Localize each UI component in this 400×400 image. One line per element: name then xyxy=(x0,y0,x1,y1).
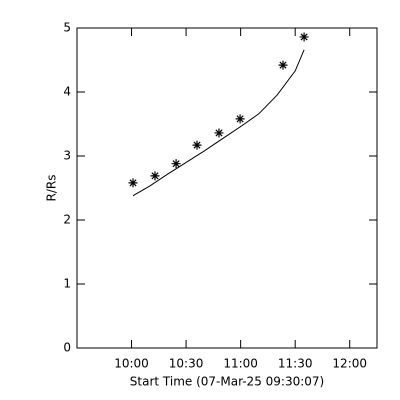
data-point xyxy=(214,128,224,138)
data-point xyxy=(192,140,202,150)
y-tick-label: 3 xyxy=(63,149,71,163)
x-tick-label: 11:00 xyxy=(223,357,258,371)
y-tick-label: 2 xyxy=(63,213,71,227)
fit-line xyxy=(132,49,305,197)
data-point xyxy=(150,171,160,181)
y-tick-label: 1 xyxy=(63,277,71,291)
plot-frame xyxy=(76,27,378,349)
data-point xyxy=(128,178,138,188)
y-tick-label: 4 xyxy=(63,85,71,99)
data-point xyxy=(299,32,309,42)
x-tick-label: 10:00 xyxy=(114,357,149,371)
y-tick-label: 0 xyxy=(63,341,71,355)
x-tick-label: 11:30 xyxy=(278,357,313,371)
data-point xyxy=(278,60,288,70)
x-axis-label: Start Time (07-Mar-25 09:30:07) xyxy=(130,375,324,389)
y-tick-label: 5 xyxy=(63,21,71,35)
y-axis-label: R/Rs xyxy=(45,175,59,202)
data-point xyxy=(235,114,245,124)
x-tick-label: 10:30 xyxy=(169,357,204,371)
data-point xyxy=(171,159,181,169)
x-tick-label: 12:00 xyxy=(332,357,367,371)
